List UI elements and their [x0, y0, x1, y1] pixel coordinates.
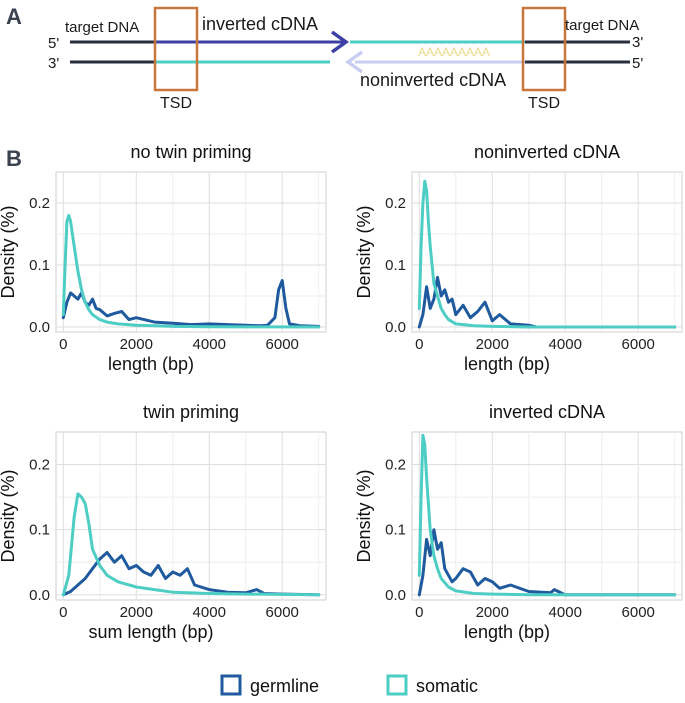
inverted-cdna-label: inverted cDNA — [202, 14, 318, 34]
x-tick-label: 2000 — [476, 604, 509, 621]
x-tick-label: 6000 — [622, 336, 655, 353]
panel-a: A target DNA target DNA 5' 3' 3' 5' inve… — [6, 4, 643, 112]
x-axis-label: length (bp) — [108, 354, 194, 374]
three-prime-right-label: 3' — [632, 34, 643, 51]
x-tick-label: 2000 — [120, 336, 153, 353]
target-dna-right-label: target DNA — [565, 17, 639, 34]
noninverted-cdna-arrow-icon — [344, 50, 364, 74]
x-tick-label: 6000 — [266, 604, 299, 621]
y-tick-label: 0.0 — [385, 319, 406, 336]
x-tick-label: 2000 — [120, 604, 153, 621]
y-tick-label: 0.0 — [29, 587, 50, 604]
y-tick-label: 0.2 — [385, 195, 406, 212]
noninverted-cdna-label: noninverted cDNA — [360, 70, 506, 90]
five-prime-right-label: 5' — [632, 55, 643, 72]
y-axis-label: Density (%) — [0, 469, 18, 562]
y-axis-label: Density (%) — [354, 469, 374, 562]
tsd-left-label: TSD — [160, 95, 192, 112]
y-axis-label: Density (%) — [0, 205, 18, 298]
chart-title: no twin priming — [130, 142, 251, 162]
x-tick-label: 0 — [415, 336, 423, 353]
legend-germline-label: germline — [250, 676, 319, 696]
chart-title: noninverted cDNA — [474, 142, 620, 162]
series-line-germline — [417, 275, 677, 329]
y-tick-label: 0.1 — [29, 257, 50, 274]
x-tick-label: 2000 — [476, 336, 509, 353]
series-line-somatic — [417, 433, 677, 597]
x-tick-label: 4000 — [549, 336, 582, 353]
panel-a-letter: A — [6, 4, 22, 29]
panel-b-letter: B — [6, 146, 22, 171]
panel-b-charts: 0 2000 4000 6000 0.0 0.1 0.2 no twin priming len… — [0, 142, 683, 642]
target-dna-left-label: target DNA — [65, 19, 139, 36]
legend: germline somatic — [220, 674, 478, 696]
tsd-right-label: TSD — [528, 95, 560, 112]
chart-4: 0 2000 4000 6000 0.0 0.1 0.2 inverted cDNA lengt… — [354, 402, 683, 642]
y-tick-label: 0.1 — [29, 522, 50, 539]
x-tick-label: 0 — [415, 604, 423, 621]
chart-title: twin priming — [143, 402, 239, 422]
x-axis-label: sum length (bp) — [88, 622, 213, 642]
chart-1: 0 2000 4000 6000 0.0 0.1 0.2 no twin priming len… — [0, 142, 327, 374]
x-axis-label: length (bp) — [464, 622, 550, 642]
legend-germline-swatch — [220, 674, 242, 696]
poly-a-label: AAAAAAAAA — [418, 45, 490, 59]
legend-somatic-swatch — [386, 674, 408, 696]
y-tick-label: 0.0 — [29, 319, 50, 336]
series-line-somatic — [61, 492, 321, 597]
x-tick-label: 4000 — [549, 604, 582, 621]
y-tick-label: 0.2 — [385, 457, 406, 474]
tsd-left-box — [153, 6, 199, 92]
x-tick-label: 4000 — [193, 604, 226, 621]
y-tick-label: 0.1 — [385, 522, 406, 539]
y-tick-label: 0.2 — [29, 195, 50, 212]
chart-3: 0 2000 4000 6000 0.0 0.1 0.2 twin priming sum le… — [0, 402, 327, 642]
plot-area — [55, 171, 327, 333]
three-prime-left-label: 3' — [48, 55, 59, 72]
chart-title: inverted cDNA — [489, 402, 605, 422]
y-tick-label: 0.2 — [29, 457, 50, 474]
x-axis-label: length (bp) — [464, 354, 550, 374]
x-tick-label: 0 — [59, 604, 67, 621]
y-tick-label: 0.0 — [385, 587, 406, 604]
inverted-cdna-arrow-icon — [330, 30, 350, 54]
series-line-somatic — [417, 179, 677, 329]
y-axis-label: Density (%) — [354, 205, 374, 298]
chart-2: 0 2000 4000 6000 0.0 0.1 0.2 noninverted cDNA le… — [354, 142, 683, 374]
five-prime-left-label: 5' — [48, 35, 59, 52]
x-tick-label: 6000 — [266, 336, 299, 353]
plot-area — [55, 431, 327, 601]
tsd-right-box — [521, 6, 567, 92]
plot-area — [411, 431, 683, 601]
legend-somatic-label: somatic — [416, 676, 478, 696]
y-tick-label: 0.1 — [385, 257, 406, 274]
series-line-somatic — [61, 213, 321, 329]
x-tick-label: 0 — [59, 336, 67, 353]
x-tick-label: 4000 — [193, 336, 226, 353]
x-tick-label: 6000 — [622, 604, 655, 621]
plot-area — [411, 171, 683, 333]
